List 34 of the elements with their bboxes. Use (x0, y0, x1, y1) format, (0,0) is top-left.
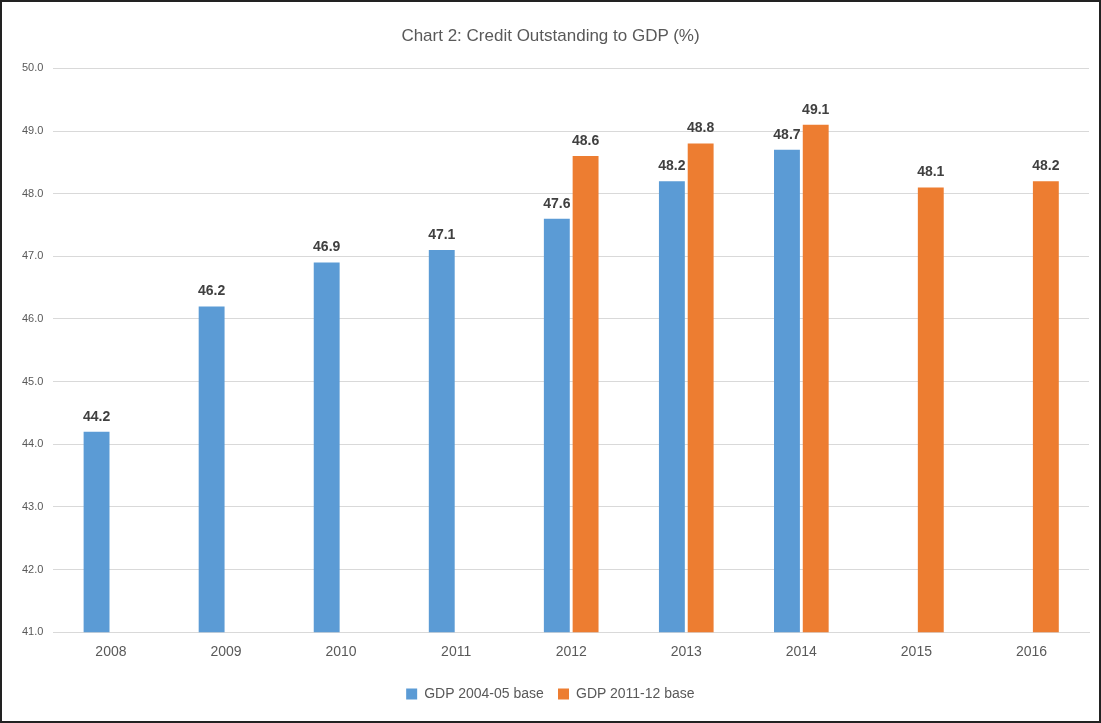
x-tick-label: 2016 (1015, 643, 1048, 660)
data-label: 48.6 (571, 131, 600, 148)
x-tick-label: 2012 (555, 643, 587, 660)
y-tick-label: 48.0 (21, 186, 44, 199)
y-tick-label: 42.0 (21, 562, 44, 575)
data-label: 47.6 (543, 194, 571, 211)
y-tick-label: 49.0 (21, 124, 44, 137)
data-label: 46.2 (198, 282, 226, 299)
x-tick-label: 2011 (441, 643, 472, 660)
data-label: 48.2 (1032, 157, 1060, 174)
data-label: 46.9 (313, 238, 341, 255)
data-label: 47.1 (428, 225, 456, 242)
y-tick-label: 50.0 (21, 61, 44, 74)
y-tick-label: 47.0 (21, 249, 44, 262)
legend-label: GDP 2004-05 base (424, 684, 544, 701)
x-tick-label: 2013 (670, 643, 703, 660)
y-tick-label: 43.0 (21, 499, 44, 512)
y-tick-label: 44.0 (21, 437, 44, 450)
x-tick-label: 2010 (325, 643, 357, 660)
y-tick-label: 41.0 (21, 625, 44, 638)
x-tick-label: 2015 (900, 643, 933, 660)
legend-label: GDP 2011-12 base (576, 684, 695, 701)
x-tick-label: 2014 (785, 643, 818, 660)
data-label: 49.1 (802, 100, 830, 117)
data-label: 48.7 (773, 125, 801, 142)
chart-title: Chart 2: Credit Outstanding to GDP (%) (401, 25, 700, 45)
data-label: 48.1 (917, 163, 945, 180)
data-label: 48.2 (658, 157, 686, 174)
data-label: 48.8 (687, 119, 715, 136)
y-tick-label: 46.0 (21, 312, 44, 325)
y-tick-label: 45.0 (21, 374, 44, 387)
x-tick-label: 2008 (95, 643, 127, 660)
data-label: 44.2 (82, 407, 111, 424)
x-tick-label: 2009 (210, 643, 242, 660)
